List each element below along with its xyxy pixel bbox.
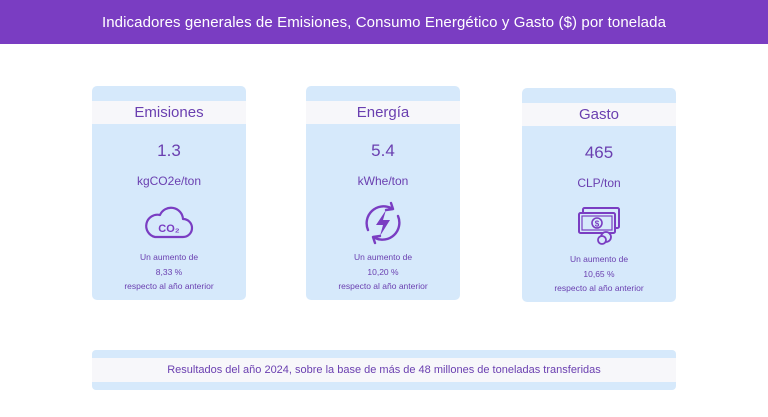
card-percentage: 10,65 % [583, 268, 615, 279]
card-description: Un aumento de 10,65 % respecto al año an… [554, 252, 643, 296]
card-unit: CLP/ton [577, 176, 621, 190]
card-description: Un aumento de 10,20 % respecto al año an… [338, 250, 427, 294]
card-value: 465 [584, 143, 614, 162]
card-text-line: respecto al año anterior [554, 283, 644, 293]
money-bills-icon: $ [573, 202, 625, 248]
card-value: 1.3 [157, 141, 181, 160]
card-title-band: Gasto [522, 103, 676, 126]
card-emisiones: Emisiones 1.3 kgCO2e/ton CO₂ Un aumento … [92, 86, 246, 300]
energy-bolt-icon [357, 200, 409, 246]
card-energia: Energía 5.4 kWhe/ton Un aumento de 10,20… [306, 86, 460, 300]
card-value: 5.4 [371, 141, 395, 160]
card-percentage: 8,33 % [155, 266, 183, 277]
svg-text:CO₂: CO₂ [158, 223, 180, 235]
card-unit: kWhe/ton [357, 174, 409, 188]
card-title-band: Emisiones [92, 101, 246, 124]
card-title: Gasto [578, 106, 620, 123]
page-title: Indicadores generales de Emisiones, Cons… [101, 13, 667, 31]
card-title-band: Energía [306, 101, 460, 124]
card-text-line: respecto al año anterior [124, 281, 214, 291]
co2-cloud-icon: CO₂ [143, 200, 195, 246]
card-description: Un aumento de 8,33 % respecto al año ant… [124, 250, 213, 294]
card-gasto: Gasto 465 CLP/ton $ Un aumento de 10,65 … [522, 88, 676, 302]
card-text-line: respecto al año anterior [338, 281, 428, 291]
footer-text: Resultados del año 2024, sobre la base d… [167, 364, 601, 376]
card-percentage: 10,20 % [367, 266, 399, 277]
svg-text:$: $ [595, 220, 600, 229]
header-bar: Indicadores generales de Emisiones, Cons… [0, 0, 768, 44]
card-text-line: Un aumento de [139, 252, 199, 262]
footer-note: Resultados del año 2024, sobre la base d… [92, 350, 676, 390]
card-title: Emisiones [134, 104, 204, 121]
footer-band: Resultados del año 2024, sobre la base d… [92, 358, 676, 382]
card-text-line: Un aumento de [569, 254, 629, 264]
card-text-line: Un aumento de [353, 252, 413, 262]
card-title: Energía [356, 104, 410, 121]
card-unit: kgCO2e/ton [136, 174, 202, 188]
